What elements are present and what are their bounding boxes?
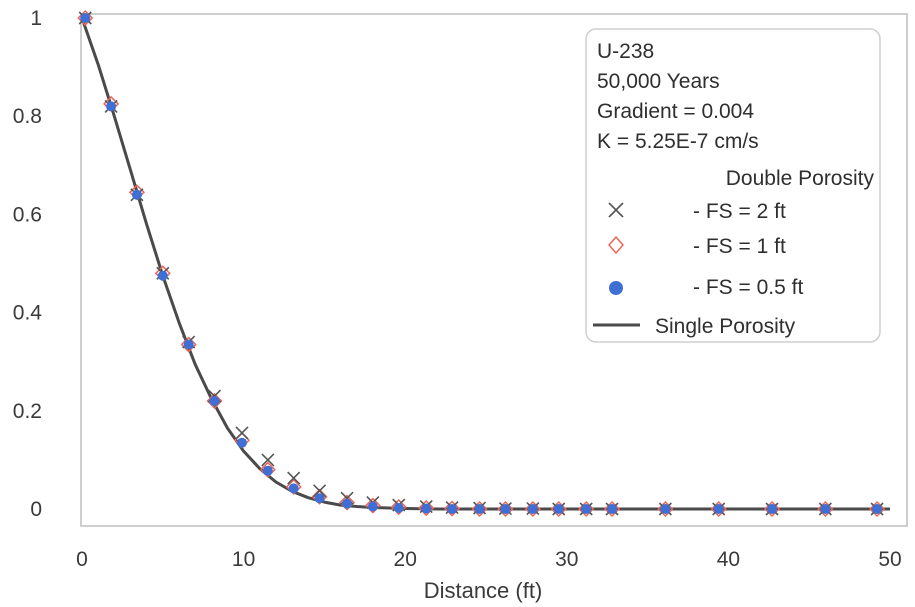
point-fs2 xyxy=(312,484,327,498)
point-fs1 xyxy=(710,500,727,518)
legend-info-conductivity: K = 5.25E-7 cm/s xyxy=(597,130,759,153)
legend-info-nuclide: U-238 xyxy=(597,40,654,63)
point-fs05 xyxy=(342,498,353,509)
point-fs05 xyxy=(553,504,564,514)
y-tick-label: 1 xyxy=(30,7,42,30)
point-fs1 xyxy=(180,336,197,353)
point-fs05 xyxy=(581,504,592,514)
point-fs05 xyxy=(820,504,831,514)
x-tick-label: 10 xyxy=(232,548,255,571)
x-tick-label: 30 xyxy=(555,548,578,571)
legend-group-title: Double Porosity xyxy=(726,167,875,190)
point-fs05 xyxy=(157,270,168,281)
point-fs1 xyxy=(444,500,461,517)
legend-info-time: 50,000 Years xyxy=(597,70,720,93)
point-fs05 xyxy=(527,504,538,514)
point-fs05 xyxy=(607,504,618,514)
legend-label-fs05: - FS = 0.5 ft xyxy=(693,276,803,299)
point-fs1 xyxy=(471,500,488,518)
y-tick-label: 0.8 xyxy=(13,105,42,128)
y-tick-label: 0.6 xyxy=(13,203,42,226)
x-tick-label: 0 xyxy=(76,548,88,571)
legend-marker-x-icon xyxy=(608,202,624,218)
series-line xyxy=(80,17,890,511)
legend-label-fs2: - FS = 2 ft xyxy=(693,200,786,223)
x-axis-title: Distance (ft) xyxy=(424,578,543,603)
point-fs05 xyxy=(872,504,883,514)
point-fs1 xyxy=(285,478,302,495)
point-fs05 xyxy=(767,504,778,514)
point-fs05 xyxy=(183,339,194,350)
point-fs05 xyxy=(713,504,724,514)
point-fs05 xyxy=(262,465,273,476)
single-porosity-line xyxy=(80,17,890,511)
point-fs1 xyxy=(390,498,407,516)
point-fs1 xyxy=(603,500,621,518)
point-fs1 xyxy=(364,497,381,514)
point-fs1 xyxy=(259,461,276,478)
point-fs1 xyxy=(338,494,356,511)
point-fs1 xyxy=(418,499,435,517)
point-fs05 xyxy=(474,504,485,514)
x-tick-label: 20 xyxy=(394,548,417,571)
point-fs05 xyxy=(106,101,117,112)
point-fs1 xyxy=(206,392,223,410)
legend-label-fs1: - FS = 1 ft xyxy=(693,235,786,258)
point-fs05 xyxy=(447,504,458,514)
y-tick-label: 0.4 xyxy=(13,302,43,325)
legend-marker-diamond-icon xyxy=(608,235,624,255)
y-tick-label: 0 xyxy=(30,498,42,521)
point-fs05 xyxy=(236,437,247,448)
point-fs2 xyxy=(261,453,275,467)
point-fs2 xyxy=(287,471,301,485)
point-fs05 xyxy=(393,503,404,514)
x-tick-label: 40 xyxy=(717,548,740,571)
point-fs1 xyxy=(763,500,781,518)
point-fs1 xyxy=(497,500,514,518)
point-fs1 xyxy=(817,500,834,518)
series-circle xyxy=(80,13,883,514)
point-fs1 xyxy=(869,500,886,518)
axis-ticks: 0 10 20 30 40 50 0 0.2 0.4 0.6 0.8 1 xyxy=(13,7,902,571)
plot-frame xyxy=(80,13,908,527)
point-fs2 xyxy=(235,426,249,440)
point-fs05 xyxy=(288,483,299,494)
point-fs05 xyxy=(209,395,220,406)
point-fs05 xyxy=(367,501,378,512)
series-layer xyxy=(77,9,890,518)
point-fs05 xyxy=(80,13,91,23)
point-fs05 xyxy=(660,504,671,514)
point-fs05 xyxy=(421,503,432,514)
legend-marker-circle-icon xyxy=(609,281,623,295)
point-fs05 xyxy=(314,493,325,504)
x-tick-label: 50 xyxy=(878,548,901,571)
legend-info-gradient: Gradient = 0.004 xyxy=(597,100,754,123)
legend-box xyxy=(585,28,881,343)
point-fs1 xyxy=(524,500,541,518)
point-fs05 xyxy=(131,189,142,200)
point-fs1 xyxy=(657,500,674,518)
legend-label-single-porosity: Single Porosity xyxy=(655,315,796,338)
point-fs1 xyxy=(550,500,567,518)
point-fs05 xyxy=(500,504,511,514)
legend: U-238 50,000 Years Gradient = 0.004 K = … xyxy=(585,28,881,343)
y-tick-label: 0.2 xyxy=(13,400,42,423)
point-fs1 xyxy=(77,9,94,27)
point-fs1 xyxy=(578,500,595,518)
